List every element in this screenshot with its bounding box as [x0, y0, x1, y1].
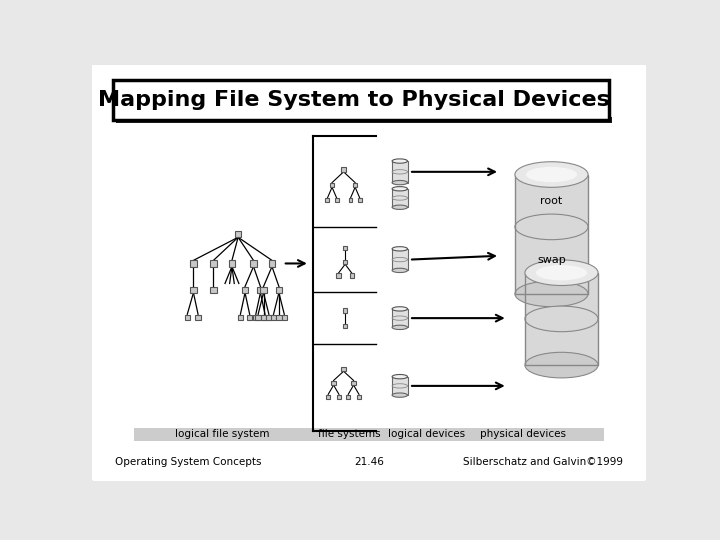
Bar: [256, 315, 261, 320]
Bar: [392, 189, 408, 207]
Ellipse shape: [525, 306, 598, 332]
Bar: [117, 117, 612, 123]
Ellipse shape: [536, 265, 587, 280]
Bar: [337, 395, 341, 399]
Bar: [525, 273, 598, 365]
Text: logical file system: logical file system: [176, 429, 270, 440]
Bar: [184, 315, 190, 320]
Bar: [326, 395, 330, 399]
Text: Silberschatz and Galvin©1999: Silberschatz and Galvin©1999: [463, 457, 623, 467]
Bar: [392, 377, 408, 395]
Ellipse shape: [392, 180, 408, 185]
Bar: [134, 428, 604, 441]
Bar: [242, 287, 248, 293]
Bar: [253, 315, 258, 320]
Bar: [247, 315, 252, 320]
Ellipse shape: [515, 214, 588, 240]
Bar: [262, 315, 268, 320]
Bar: [261, 315, 266, 320]
Text: Mapping File System to Physical Devices: Mapping File System to Physical Devices: [98, 90, 610, 110]
Text: file systems: file systems: [318, 429, 381, 440]
Bar: [348, 198, 353, 202]
Text: physical devices: physical devices: [480, 429, 566, 440]
Bar: [235, 231, 241, 237]
Ellipse shape: [392, 247, 408, 251]
Ellipse shape: [392, 268, 408, 273]
Bar: [269, 260, 275, 267]
Bar: [525, 273, 598, 319]
Bar: [515, 174, 588, 294]
Text: Operating System Concepts: Operating System Concepts: [115, 457, 261, 467]
Bar: [350, 273, 354, 278]
Bar: [392, 309, 408, 327]
Bar: [353, 183, 357, 187]
Bar: [276, 287, 282, 293]
Ellipse shape: [392, 375, 408, 379]
Bar: [341, 167, 346, 172]
Bar: [276, 315, 282, 320]
Text: swap: swap: [537, 255, 566, 265]
Bar: [251, 260, 256, 267]
Ellipse shape: [515, 281, 588, 307]
Ellipse shape: [392, 187, 408, 191]
Bar: [343, 260, 348, 264]
Bar: [190, 260, 197, 267]
Ellipse shape: [392, 159, 408, 163]
Text: 21.46: 21.46: [354, 457, 384, 467]
Bar: [266, 315, 271, 320]
Bar: [343, 308, 348, 313]
Ellipse shape: [526, 167, 577, 182]
Bar: [343, 323, 348, 328]
Bar: [515, 227, 588, 294]
Ellipse shape: [392, 393, 408, 397]
Ellipse shape: [392, 307, 408, 311]
Bar: [282, 315, 287, 320]
Bar: [210, 287, 217, 293]
FancyBboxPatch shape: [89, 62, 649, 484]
Bar: [113, 80, 609, 120]
Bar: [331, 381, 336, 385]
Bar: [271, 315, 276, 320]
Text: logical devices: logical devices: [388, 429, 465, 440]
Bar: [210, 260, 217, 267]
Bar: [343, 246, 348, 251]
Ellipse shape: [515, 161, 588, 187]
Bar: [392, 161, 408, 183]
Bar: [357, 395, 361, 399]
Bar: [358, 198, 361, 202]
Bar: [525, 319, 598, 365]
Bar: [346, 395, 350, 399]
Bar: [257, 287, 264, 293]
Bar: [515, 176, 588, 227]
Bar: [229, 260, 235, 267]
Ellipse shape: [525, 352, 598, 378]
Text: root: root: [541, 196, 562, 206]
Bar: [341, 367, 346, 372]
Bar: [195, 315, 201, 320]
Bar: [335, 198, 338, 202]
Ellipse shape: [392, 205, 408, 210]
Bar: [351, 381, 356, 385]
Bar: [238, 315, 243, 320]
Ellipse shape: [392, 325, 408, 329]
Bar: [330, 183, 334, 187]
Bar: [392, 249, 408, 271]
Bar: [336, 273, 341, 278]
Bar: [325, 198, 329, 202]
Bar: [261, 287, 266, 293]
Ellipse shape: [525, 260, 598, 286]
Bar: [190, 287, 197, 293]
